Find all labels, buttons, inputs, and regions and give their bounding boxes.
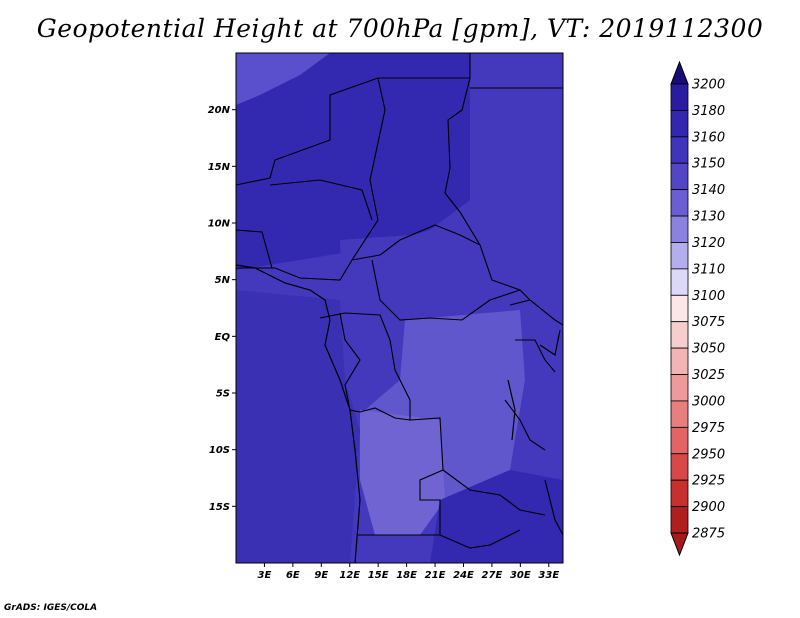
colorbar-swatch	[670, 189, 689, 217]
colorbar-label: 2975	[692, 421, 725, 436]
colorbar-label: 3120	[692, 236, 725, 251]
lat-tick-label: 15N	[208, 162, 231, 173]
coastline	[236, 264, 561, 563]
field-south-light	[360, 410, 445, 535]
colorbar-label: 3025	[692, 368, 725, 383]
colorbar-swatch	[670, 294, 689, 323]
colorbar-label: 3000	[692, 394, 725, 409]
lat-axis: 20N 15N 10N 5N EQ 5S 10S 15S	[208, 105, 236, 513]
country-borders	[236, 53, 563, 549]
lon-tick-label: 3E	[258, 570, 272, 581]
colorbar-swatch	[670, 426, 689, 455]
colorbar-label: 3200	[692, 78, 725, 93]
lat-tick-label: 5N	[215, 275, 231, 286]
lat-tick-label: 20N	[208, 105, 231, 116]
lat-tick-label: 15S	[209, 502, 230, 513]
colorbar-swatch	[670, 453, 689, 481]
lon-tick-label: 27E	[482, 570, 503, 581]
colorbar: 3200 3180 3160 3150 3140 3130 3120 3110 3100 3075…	[670, 60, 725, 557]
lon-tick-label: 30E	[510, 570, 531, 581]
colorbar-label: 2950	[692, 447, 725, 462]
lon-tick-label: 12E	[339, 570, 360, 581]
colorbar-label: 3075	[692, 315, 725, 330]
field-ocean-west	[236, 290, 360, 563]
colorbar-label: 3150	[692, 157, 725, 172]
field-nw-light	[236, 53, 330, 105]
lon-tick-label: 21E	[425, 570, 446, 581]
colorbar-label: 3160	[692, 130, 725, 145]
grads-credit: GrADS: IGES/COLA	[4, 603, 98, 613]
lat-tick-label: EQ	[215, 332, 231, 343]
lon-tick-label: 15E	[368, 570, 389, 581]
colorbar-swatch	[670, 400, 689, 428]
map-frame	[235, 52, 564, 564]
colorbar-label: 3050	[692, 342, 725, 357]
lat-tick-label: 5S	[216, 389, 230, 400]
colorbar-swatch	[670, 215, 689, 243]
lat-tick-label: 10S	[209, 445, 230, 456]
lon-tick-label: 18E	[396, 570, 417, 581]
lon-tick-label: 33E	[538, 570, 559, 581]
lon-tick-label: 6E	[286, 570, 300, 581]
lon-tick-label: 9E	[314, 570, 328, 581]
colorbar-top-cap	[670, 60, 689, 85]
colorbar-label: 3180	[692, 104, 725, 119]
colorbar-label: 3140	[692, 183, 725, 198]
colorbar-swatch	[670, 321, 689, 349]
lat-tick-label: 10N	[208, 219, 231, 230]
height-field	[236, 53, 563, 563]
colorbar-label: 2875	[692, 527, 725, 542]
colorbar-swatch	[670, 242, 689, 270]
lon-tick-label: 24E	[453, 570, 474, 581]
lon-axis: 3E 6E 9E 12E 15E 18E 21E 24E 27E 30E 33E	[258, 563, 559, 581]
colorbar-label: 3130	[692, 210, 725, 225]
colorbar-label: 3100	[692, 289, 725, 304]
colorbar-label: 2925	[692, 474, 725, 489]
map-title: Geopotential Height at 700hPa [gpm], VT:…	[36, 14, 764, 43]
colorbar-swatch	[670, 374, 689, 402]
colorbar-swatch	[670, 479, 689, 507]
colorbar-swatch	[670, 506, 689, 534]
colorbar-swatch	[670, 110, 689, 138]
colorbar-label: 2900	[692, 500, 725, 515]
colorbar-swatch	[670, 347, 689, 375]
colorbar-label: 3110	[692, 262, 725, 277]
field-southeast	[430, 470, 563, 563]
colorbar-bottom-cap	[670, 532, 689, 557]
colorbar-swatch	[670, 136, 689, 164]
colorbar-swatch	[670, 83, 689, 111]
field-east	[470, 53, 563, 563]
colorbar-swatch	[670, 162, 689, 191]
field-north-deep	[236, 53, 470, 270]
colorbar-swatch	[670, 268, 689, 296]
